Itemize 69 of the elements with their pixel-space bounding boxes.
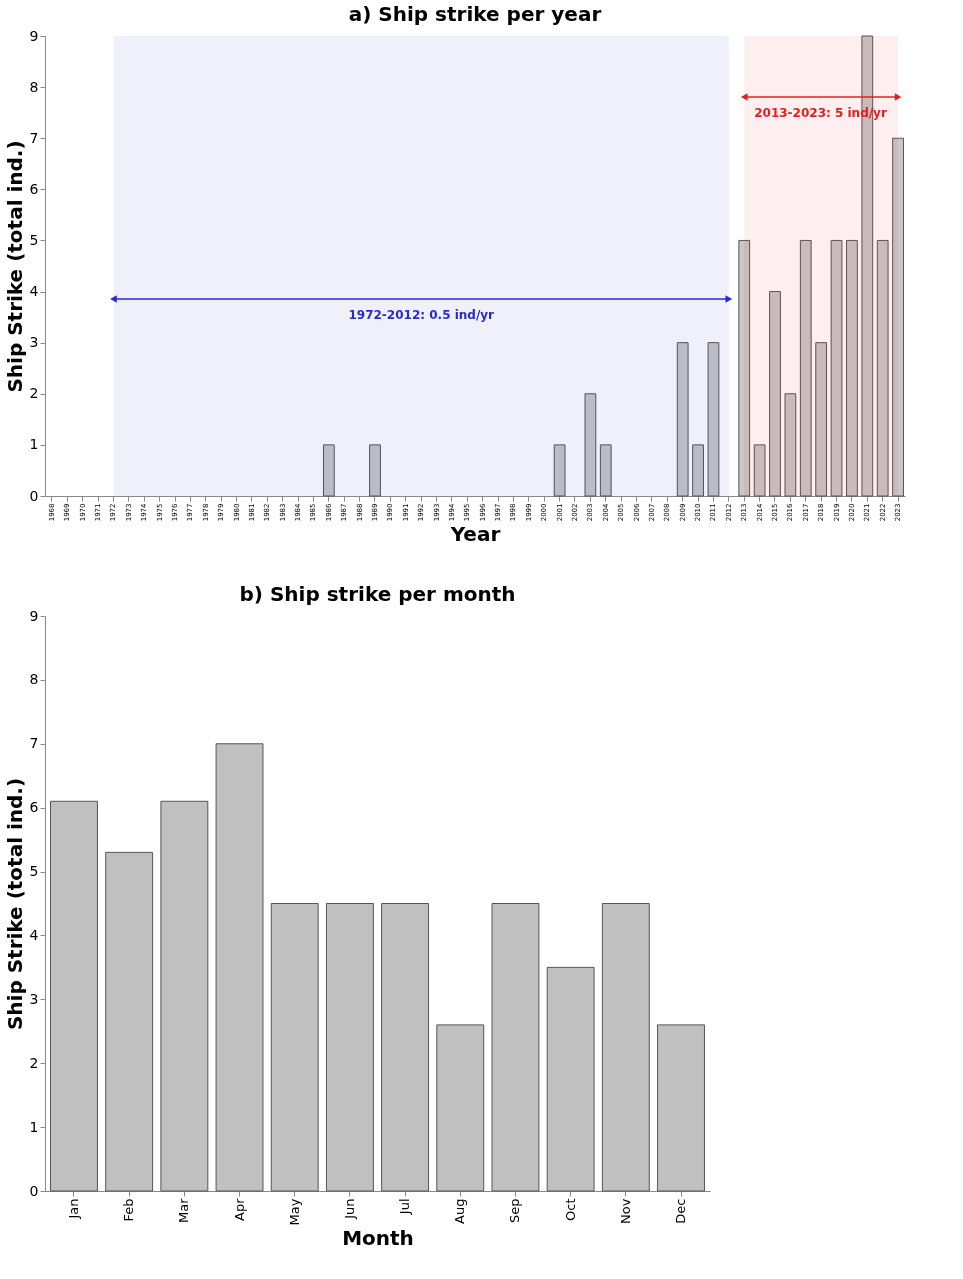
bar <box>105 851 154 1192</box>
x-tick-label: Sep <box>507 1198 523 1224</box>
bar <box>322 444 335 497</box>
x-tick-label: Mar <box>176 1197 192 1224</box>
bar <box>799 239 812 497</box>
y-tick-label: 1 <box>29 1118 39 1135</box>
x-tick-label: Dec <box>673 1198 689 1224</box>
bar <box>753 444 766 497</box>
chart-title: b) Ship strike per month <box>239 582 516 606</box>
y-axis-title: Ship Strike (total ind.) <box>2 777 27 1031</box>
bar <box>769 291 781 497</box>
y-tick-label: 6 <box>29 799 39 816</box>
bar <box>599 444 612 497</box>
y-tick-label: 3 <box>29 990 39 1007</box>
x-tick-label: Oct <box>562 1198 578 1221</box>
x-tick-label: May <box>286 1198 302 1226</box>
x-tick-label: Aug <box>452 1198 468 1224</box>
x-axis-title: Month <box>342 1226 414 1251</box>
bar <box>381 903 430 1192</box>
y-tick-label: 8 <box>29 671 39 688</box>
bar <box>657 1024 705 1192</box>
y-tick-label: 0 <box>29 487 39 504</box>
bar <box>892 137 904 497</box>
bar <box>784 393 797 497</box>
y-tick-label: 3 <box>29 334 39 351</box>
y-tick-label: 2 <box>29 385 39 402</box>
bar <box>584 393 597 497</box>
bar <box>738 239 751 497</box>
bar <box>846 239 858 497</box>
bar <box>546 966 595 1192</box>
bar <box>692 444 704 497</box>
bar <box>707 342 720 497</box>
y-tick-label: 5 <box>29 863 39 880</box>
y-tick-label: 9 <box>29 27 39 44</box>
y-tick-label: 1 <box>29 436 39 453</box>
y-tick-label: 7 <box>29 129 39 146</box>
bar <box>50 800 98 1192</box>
x-tick-label: Feb <box>121 1198 137 1222</box>
x-tick-label: Nov <box>617 1198 633 1224</box>
y-tick-label: 4 <box>29 283 39 300</box>
y-tick-label: 7 <box>29 735 39 752</box>
y-tick-label: 6 <box>29 180 39 197</box>
band-label: 1972-2012: 0.5 ind/yr <box>348 308 495 322</box>
bar <box>601 903 650 1192</box>
bar <box>553 444 566 497</box>
x-tick-label: Apr <box>231 1197 247 1221</box>
y-tick-label: 8 <box>29 78 39 95</box>
bar <box>369 444 381 497</box>
bar <box>876 239 889 497</box>
bar <box>325 903 374 1192</box>
bar <box>676 342 689 497</box>
bar <box>215 743 264 1192</box>
y-axis-title: Ship Strike (total ind.) <box>2 140 27 393</box>
bar <box>491 903 540 1192</box>
bar <box>830 239 843 497</box>
y-tick-label: 0 <box>29 1182 39 1199</box>
x-tick-label: Jul <box>397 1198 413 1216</box>
y-tick-label: 2 <box>29 1054 39 1071</box>
y-tick-label: 9 <box>29 607 39 624</box>
x-tick-label: Jun <box>341 1198 357 1220</box>
bar <box>436 1024 485 1192</box>
y-tick-label: 4 <box>29 926 39 943</box>
bar <box>270 903 319 1192</box>
chart-title: a) Ship strike per year <box>348 2 602 26</box>
x-tick-label: Jan <box>65 1198 81 1220</box>
x-axis-title: Year <box>449 522 501 547</box>
y-tick-label: 5 <box>29 231 39 248</box>
bar <box>815 342 828 497</box>
bar <box>160 800 209 1192</box>
